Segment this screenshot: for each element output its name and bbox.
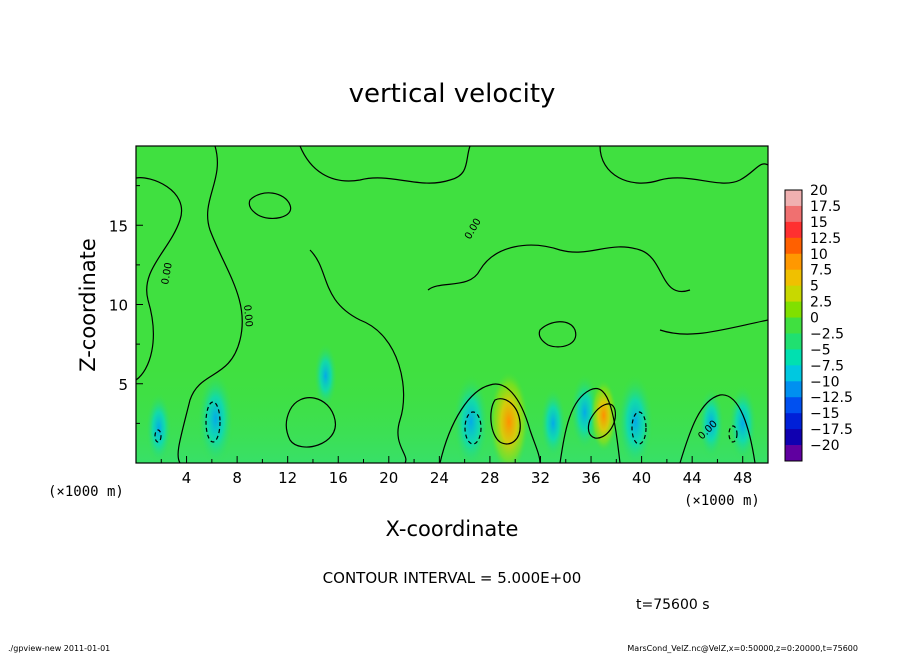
- y-axis-title: Z-coordinate: [76, 238, 100, 372]
- colorbar-swatch: [785, 221, 802, 239]
- colorbar-swatch: [785, 190, 802, 207]
- velocity-feature-7: [590, 379, 617, 452]
- colorbar-swatch: [785, 237, 802, 255]
- velocity-feature-0: [197, 370, 235, 463]
- contour-negative-5-line: [728, 425, 738, 443]
- footer-right-label: MarsCond_VelZ.nc@VelZ,x=0:50000,z=0:2000…: [627, 644, 858, 653]
- contour-positive-5-line: [490, 398, 521, 445]
- colorbar-swatch: [785, 397, 802, 414]
- colorbar-level-label: 7.5: [810, 263, 832, 279]
- colorbar-swatch: [785, 317, 802, 334]
- x-tick-label: 40: [632, 469, 651, 487]
- colorbar-level-label: −12.5: [810, 390, 853, 406]
- colorbar-level-label: −5: [810, 342, 831, 358]
- colorbar-swatch: [785, 413, 802, 430]
- x-tick-label: 4: [182, 469, 192, 487]
- y-tick-label: 10: [109, 297, 128, 315]
- colorbar-swatch: [785, 333, 802, 350]
- contour-label: 0.00: [241, 304, 254, 327]
- contour-negative-5-line: [154, 429, 162, 443]
- colorbar-swatch: [785, 381, 802, 398]
- y-tick-label: 15: [109, 217, 128, 235]
- y-axis: 5 10 15: [109, 185, 143, 424]
- colorbar-level-label: 0: [810, 311, 819, 327]
- colorbar-level-label: −10: [810, 374, 840, 390]
- colorbar-level-label: 12.5: [810, 231, 841, 247]
- x-axis-unit-label: (×1000 m): [684, 493, 760, 509]
- near-surface-band: [136, 360, 768, 463]
- contour-zero-line: [136, 177, 183, 381]
- contour-negative-5-line: [205, 401, 221, 443]
- colorbar-frame: [784, 189, 803, 462]
- contour-negative-lines: [154, 401, 738, 445]
- velocity-feature-4: [489, 370, 529, 463]
- contour-zero-line: [309, 249, 407, 463]
- velocity-feature-2: [313, 342, 338, 409]
- contour-lines: [136, 146, 768, 463]
- x-tick-label: 24: [430, 469, 449, 487]
- colorbar-swatch: [785, 205, 802, 223]
- colorbar-swatch: [785, 285, 802, 302]
- colorbar-swatch: [785, 429, 802, 446]
- colorbar-level-label: 17.5: [810, 199, 841, 215]
- velocity-feature-3: [452, 373, 490, 463]
- colorbar-level-label: −20: [810, 438, 840, 454]
- footer-left-label: ./gpview-new 2011-01-01: [8, 644, 110, 653]
- x-tick-label: 20: [379, 469, 398, 487]
- x-axis-title: X-coordinate: [386, 517, 519, 541]
- x-tick-label: 12: [278, 469, 297, 487]
- colorbar-level-label: 15: [810, 215, 828, 231]
- x-tick-label: 44: [683, 469, 702, 487]
- colorbar-level-label: 20: [810, 183, 828, 199]
- x-tick-label: 32: [531, 469, 550, 487]
- colorbar-swatch: [785, 301, 802, 318]
- colorbar-level-label: −15: [810, 406, 840, 422]
- contour-zero-line: [427, 244, 691, 293]
- colorbar-swatch: [785, 349, 802, 366]
- colorbar-swatch: [785, 269, 802, 287]
- colorbar-level-label: 5: [810, 279, 819, 295]
- plot-area: 0.00 0.00 0.00 0.00: [135, 145, 769, 464]
- x-tick-label: 8: [232, 469, 242, 487]
- contour-negative-5-line: [631, 411, 647, 445]
- contour-label: 0.00: [160, 262, 175, 286]
- time-label: t=75600 s: [636, 597, 710, 613]
- contour-negative-5-line: [464, 411, 482, 445]
- colorbar-level-label: −2.5: [810, 326, 844, 342]
- velocity-feature-5: [539, 387, 567, 460]
- x-axis: 4 8 12 16 20 24 28 32 36 40 44 48: [160, 456, 752, 487]
- colorbar: 2017.51512.5107.552.50−2.5−5−7.5−10−12.5…: [784, 183, 853, 462]
- colorbar-swatch: [785, 445, 802, 462]
- x-tick-label: 48: [733, 469, 752, 487]
- velocity-feature-1: [145, 392, 172, 463]
- contour-zero-line: [679, 394, 756, 463]
- chart-title: vertical velocity: [349, 79, 556, 109]
- contour-zero-line: [559, 387, 621, 463]
- y-tick-label: 5: [118, 376, 128, 394]
- contour-zero-line: [659, 319, 768, 335]
- x-tick-label: 28: [480, 469, 499, 487]
- contour-zero-line: [285, 397, 336, 448]
- contour-zero-line: [299, 146, 471, 184]
- velocity-feature-10: [728, 384, 758, 463]
- colorbar-level-label: 10: [810, 247, 828, 263]
- contour-interval-label: CONTOUR INTERVAL = 5.000E+00: [323, 569, 582, 587]
- contour-zero-line: [538, 321, 577, 348]
- colorbar-level-label: −17.5: [810, 422, 853, 438]
- velocity-feature-8: [616, 373, 654, 463]
- contour-zero-line: [439, 383, 541, 463]
- contour-zero-line: [248, 192, 292, 219]
- contour-zero-line: [599, 146, 768, 184]
- contour-zero-line: [177, 146, 243, 463]
- x-tick-label: 16: [329, 469, 348, 487]
- colorbar-level-label: 2.5: [810, 295, 832, 311]
- y-axis-unit-label: (×1000 m): [48, 484, 124, 500]
- colorbar-level-label: −7.5: [810, 358, 844, 374]
- x-tick-label: 36: [581, 469, 600, 487]
- colorbar-swatch: [785, 253, 802, 271]
- colorbar-swatch: [785, 365, 802, 382]
- contour-positive-5-line: [587, 403, 617, 439]
- heatmap-field: [136, 342, 768, 463]
